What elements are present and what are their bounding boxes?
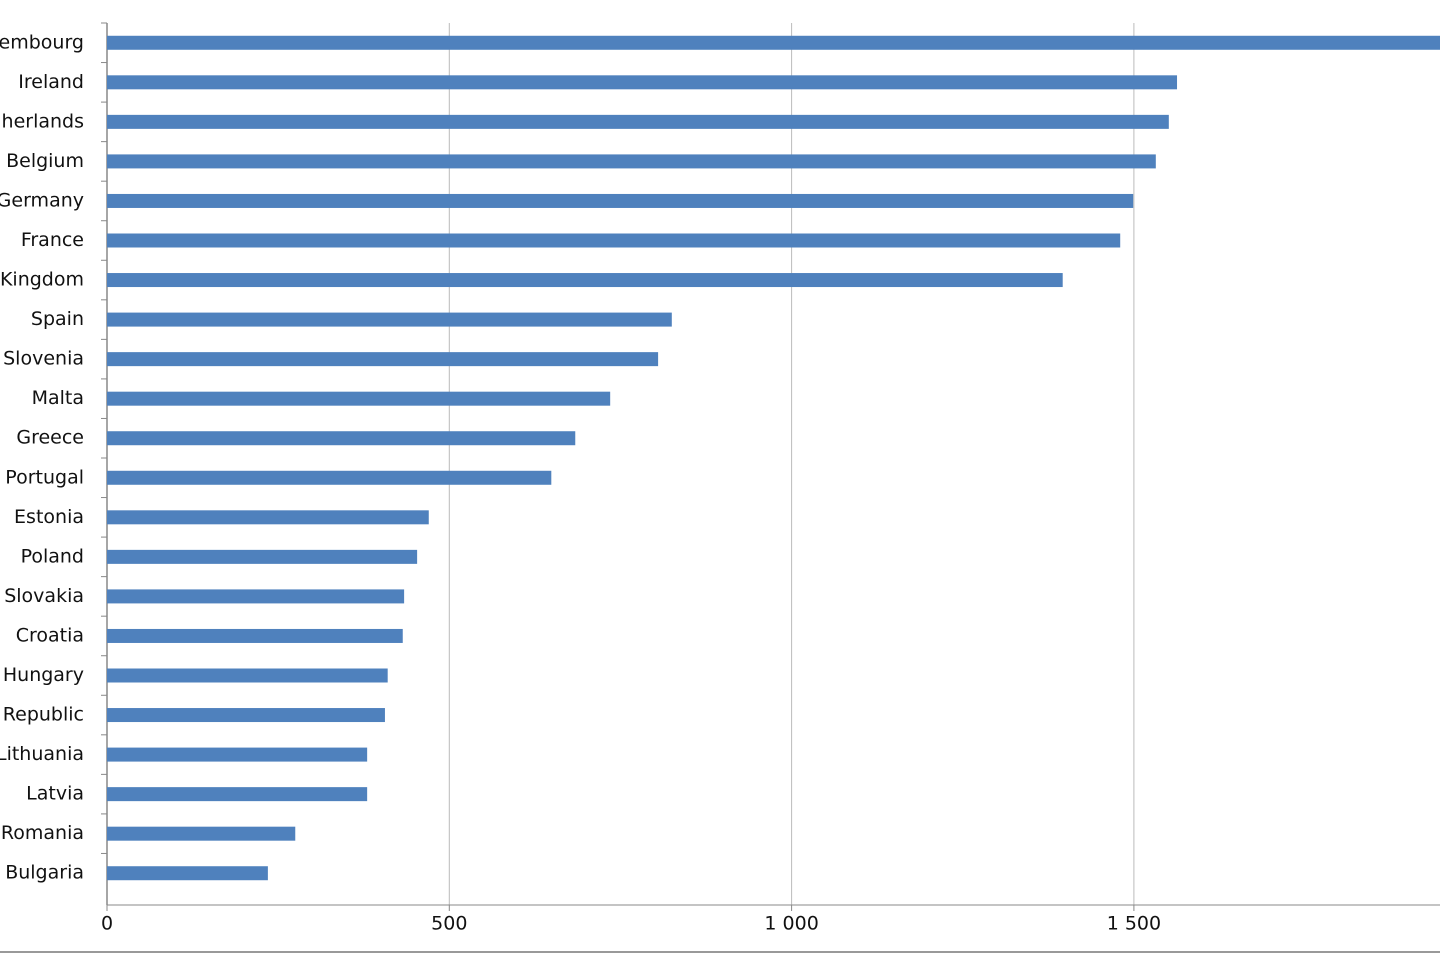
x-tick-label: 500	[431, 913, 467, 935]
y-tick-label: Slovenia	[3, 348, 84, 370]
bar	[107, 668, 388, 683]
bar	[107, 431, 576, 446]
bar	[107, 273, 1063, 288]
y-tick-label: Greece	[16, 427, 84, 449]
y-tick-label: France	[21, 229, 84, 251]
bar	[107, 866, 268, 881]
x-tick-label: 0	[101, 913, 113, 935]
y-tick-label: Bulgaria	[5, 862, 84, 884]
y-tick-label: Kingdom	[0, 269, 84, 291]
y-tick-label: Ireland	[18, 71, 84, 93]
y-tick-label: Hungary	[3, 664, 84, 686]
bar	[107, 826, 296, 841]
bar	[107, 154, 1156, 169]
y-tick-label: Republic	[3, 704, 84, 726]
y-tick-label: Romania	[1, 822, 84, 844]
y-tick-label: Poland	[21, 545, 84, 567]
bar	[107, 747, 368, 762]
bar	[107, 352, 659, 367]
y-tick-label: Germany	[0, 189, 84, 211]
y-tick-label: Slovakia	[4, 585, 84, 607]
bar	[107, 510, 429, 525]
bar	[107, 628, 403, 643]
x-tick-label: 1 000	[764, 913, 818, 935]
bar	[107, 470, 552, 485]
bar	[107, 708, 385, 723]
y-tick-label: Estonia	[14, 506, 84, 528]
bar	[107, 787, 368, 802]
bar	[107, 193, 1134, 208]
bar	[107, 391, 611, 406]
y-tick-label: Lithuania	[0, 743, 84, 765]
x-tick-label: 1 500	[1107, 913, 1161, 935]
y-tick-label: Portugal	[5, 466, 84, 488]
bar	[107, 75, 1178, 90]
y-tick-label: Spain	[31, 308, 84, 330]
bar	[107, 312, 672, 327]
y-tick-label: Malta	[32, 387, 84, 409]
y-tick-label: Latvia	[26, 783, 84, 805]
bar	[107, 589, 405, 604]
y-tick-label: herlands	[2, 110, 84, 132]
y-tick-label: Croatia	[16, 624, 84, 646]
bar	[107, 35, 1440, 50]
bar	[107, 549, 418, 564]
y-tick-label: embourg	[0, 31, 84, 53]
y-tick-label: Belgium	[6, 150, 84, 172]
bar	[107, 233, 1121, 248]
bar	[107, 114, 1169, 129]
